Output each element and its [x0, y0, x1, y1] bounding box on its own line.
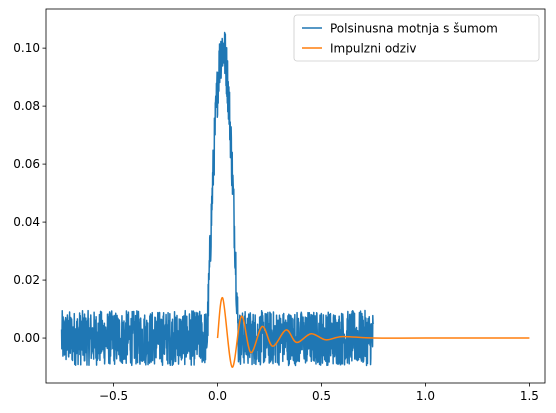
y-tick-label: 0.02 — [13, 273, 40, 287]
y-tick-label: 0.06 — [13, 157, 40, 171]
x-tick-label: 1.0 — [416, 389, 435, 403]
series-layer — [60, 31, 530, 368]
x-tick-label: 1.5 — [520, 389, 539, 403]
y-tick-label: 0.00 — [13, 331, 40, 345]
y-tick-label: 0.10 — [13, 41, 40, 55]
legend-box — [293, 14, 540, 62]
x-tick-label: 0.5 — [312, 389, 331, 403]
x-axis: −0.5 0.0 0.5 1.0 1.5 — [99, 383, 539, 403]
series-line-impulse-response — [216, 297, 530, 368]
y-tick-label: 0.04 — [13, 215, 40, 229]
legend-label: Polsinusna motnja s šumom — [330, 22, 498, 36]
series-line-noisy-pulse — [60, 31, 375, 367]
legend: Polsinusna motnja s šumom Impulzni odziv — [293, 14, 540, 62]
y-tick-label: 0.08 — [13, 99, 40, 113]
x-tick-label: −0.5 — [99, 389, 128, 403]
plot-frame — [45, 8, 546, 384]
legend-label: Impulzni odziv — [330, 42, 417, 56]
y-axis: 0.00 0.02 0.04 0.06 0.08 0.10 — [13, 41, 46, 345]
x-tick-label: 0.0 — [208, 389, 227, 403]
